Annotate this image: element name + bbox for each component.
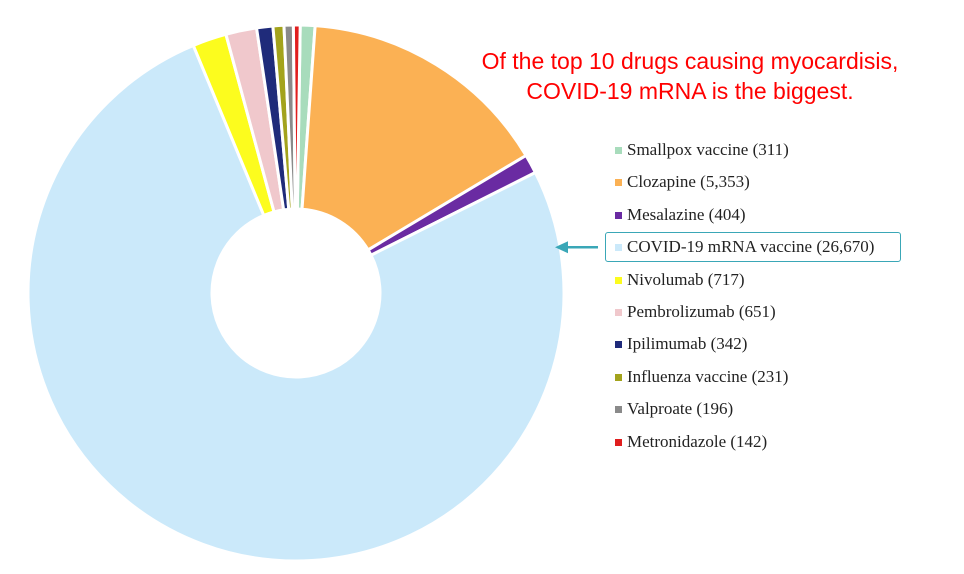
legend-label: COVID-19 mRNA vaccine (26,670) (627, 237, 875, 257)
legend-swatch (615, 276, 622, 284)
legend-label: Pembrolizumab (651) (627, 301, 776, 321)
chart-annotation: Of the top 10 drugs causing myocardisis,… (440, 46, 940, 106)
legend-label: Smallpox vaccine (311) (627, 140, 789, 159)
legend-swatch (615, 244, 622, 252)
legend-swatch (615, 373, 622, 381)
legend-swatch (615, 308, 622, 316)
annotation-line-1: Of the top 10 drugs causing myocardisis, (481, 48, 899, 74)
legend-swatch (615, 438, 622, 446)
legend-label: Metronidazole (142) (627, 431, 768, 451)
highlight-arrow-head (555, 241, 568, 254)
legend-label: Mesalazine (404) (627, 204, 746, 224)
legend-swatch (615, 179, 622, 187)
legend-swatch (615, 211, 622, 219)
legend-label: Valproate (196) (627, 399, 734, 419)
pie-slice-covid-19-mrna-vaccine (26, 43, 566, 563)
legend-label: Clozapine (5,353) (627, 172, 750, 192)
legend-swatch (615, 147, 622, 154)
pie-slice-clozapine (300, 24, 528, 252)
legend-label: Ipilimumab (342) (627, 334, 748, 354)
legend-label: Nivolumab (717) (627, 269, 745, 289)
legend-swatch (615, 406, 622, 414)
legend-swatch (615, 341, 622, 349)
legend-label: Influenza vaccine (231) (627, 366, 789, 386)
pie-slice-metronidazole (291, 23, 302, 211)
annotation-line-2: COVID-19 mRNA is the biggest. (526, 78, 854, 104)
